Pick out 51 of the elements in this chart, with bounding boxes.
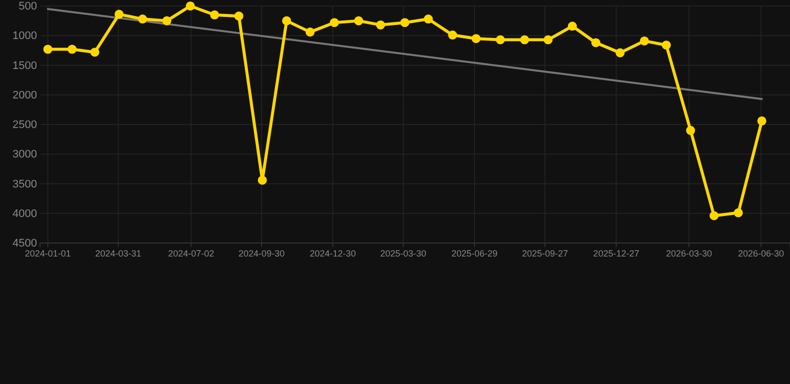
- point: [757, 116, 766, 126]
- point: [400, 18, 410, 28]
- point: [640, 36, 649, 46]
- point: [43, 44, 52, 54]
- x-tick-label: 2024-12-30: [310, 248, 356, 258]
- point: [186, 1, 195, 11]
- point: [448, 30, 458, 40]
- y-tick-label: 4000: [12, 208, 37, 220]
- y-tick-label: 500: [18, 0, 37, 13]
- point: [282, 16, 292, 26]
- point: [234, 12, 244, 21]
- point: [568, 22, 577, 31]
- point: [496, 35, 505, 44]
- x-tick-label: 2025-06-29: [451, 248, 498, 258]
- point: [591, 38, 600, 48]
- y-tick-label: 1000: [12, 30, 37, 42]
- y-tick-label: 4500: [12, 238, 37, 250]
- x-tick-label: 2024-01-01: [24, 248, 71, 258]
- point: [686, 126, 696, 135]
- x-tick-label: 2026-03-30: [666, 248, 712, 258]
- x-tick-label: 2024-09-30: [238, 248, 285, 258]
- point: [306, 28, 315, 37]
- point: [662, 40, 671, 50]
- point: [710, 211, 719, 220]
- point: [424, 14, 433, 24]
- point: [330, 18, 339, 28]
- point: [90, 48, 100, 57]
- x-tick-label: 2024-07-02: [168, 248, 214, 258]
- point: [68, 44, 77, 54]
- point: [376, 20, 386, 30]
- y-tick-label: 2500: [12, 119, 37, 132]
- point: [354, 16, 364, 26]
- point: [520, 35, 530, 44]
- point: [114, 10, 124, 19]
- y-tick-label: 3500: [12, 178, 37, 190]
- y-tick-label: 1500: [12, 60, 37, 72]
- x-tick-label: 2024-03-31: [95, 248, 142, 258]
- point: [544, 35, 553, 44]
- y-tick-label: 2000: [12, 89, 37, 102]
- x-tick-label: 2025-12-27: [593, 248, 640, 258]
- point: [472, 34, 481, 44]
- point: [162, 16, 172, 26]
- x-tick-label: 2025-09-27: [522, 248, 568, 258]
- y-tick-label: 3000: [12, 148, 37, 161]
- point: [734, 208, 743, 218]
- point: [210, 10, 220, 20]
- x-tick-label: 2026-06-30: [738, 248, 784, 258]
- point: [258, 176, 267, 185]
- point: [616, 48, 625, 58]
- point: [138, 14, 148, 24]
- x-tick-label: 2025-03-30: [380, 248, 426, 258]
